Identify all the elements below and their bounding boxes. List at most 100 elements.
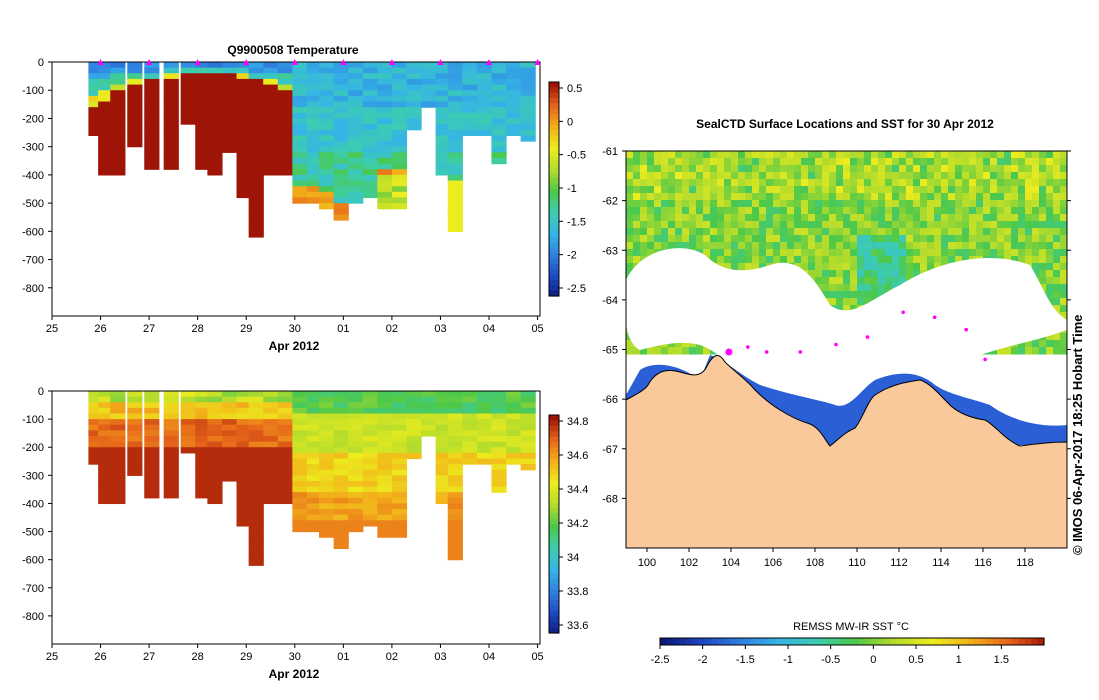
heatmap-cell	[221, 95, 238, 103]
profile-marker	[534, 59, 541, 65]
sst-cell	[1060, 270, 1067, 278]
sst-cell	[857, 172, 865, 180]
sst-cell	[899, 165, 907, 173]
sst-cell	[689, 347, 697, 355]
heatmap-cell	[98, 107, 114, 114]
heatmap-cell	[476, 391, 493, 398]
heatmap-cell	[447, 124, 463, 131]
sst-colorbar-tick-label: 1	[956, 654, 962, 666]
heatmap-cell	[88, 391, 104, 398]
heatmap-cell	[319, 152, 335, 159]
sst-cell	[885, 277, 893, 285]
heatmap-cell	[98, 464, 114, 471]
sst-cell	[717, 221, 725, 229]
heatmap-cell	[306, 146, 323, 153]
heatmap-cell	[98, 396, 114, 403]
sst-cell	[990, 228, 998, 236]
sst-cell	[661, 214, 669, 222]
sst-cell	[1039, 158, 1047, 166]
sst-cell	[1011, 200, 1019, 208]
sst-cell	[661, 179, 669, 187]
heatmap-cell	[306, 62, 323, 69]
sst-colorbar-swatch	[986, 638, 994, 645]
heatmap-cell	[348, 174, 364, 182]
heatmap-cell	[263, 441, 279, 448]
heatmap-cell	[391, 469, 408, 476]
sst-colorbar-swatch	[1018, 638, 1026, 645]
sst-cell	[920, 165, 928, 173]
heatmap-cell	[163, 402, 179, 409]
heatmap-cell	[163, 435, 179, 443]
heatmap-cell	[377, 469, 393, 476]
heatmap-cell	[236, 520, 252, 527]
sst-cell	[766, 249, 774, 257]
sst-cell	[801, 221, 809, 229]
temperature-title: Q9900508 Temperature	[227, 43, 359, 57]
sst-cell	[647, 235, 655, 243]
sst-colorbar-swatch	[890, 638, 898, 645]
heatmap-cell	[221, 407, 238, 415]
sst-cell	[710, 193, 718, 201]
heatmap-cell	[306, 107, 323, 114]
heatmap-cell	[333, 214, 349, 221]
sst-cell	[1053, 221, 1061, 229]
heatmap-cell	[98, 402, 114, 409]
sst-cell	[794, 165, 802, 173]
heatmap-cell	[248, 67, 264, 74]
sst-cell	[857, 179, 865, 187]
sst-cell	[920, 242, 928, 250]
sst-cell	[752, 221, 760, 229]
heatmap-cell	[391, 514, 408, 521]
heatmap-cell	[491, 135, 507, 142]
heatmap-cell	[248, 135, 264, 142]
heatmap-cell	[195, 480, 211, 488]
colorbar-swatch	[549, 480, 559, 487]
temperature-xtick-label: 30	[289, 323, 301, 335]
heatmap-cell	[306, 90, 323, 97]
heatmap-cell	[292, 186, 308, 193]
heatmap-cell	[348, 469, 364, 476]
sst-cell	[1053, 277, 1061, 285]
sst-cell	[1053, 305, 1061, 313]
heatmap-cell	[476, 107, 493, 114]
heatmap-cell	[207, 402, 223, 409]
sst-cell	[794, 158, 802, 166]
sst-cell	[934, 263, 942, 271]
heatmap-cell	[248, 542, 264, 550]
heatmap-cell	[447, 73, 463, 80]
heatmap-cell	[263, 101, 279, 108]
heatmap-cell	[421, 407, 437, 415]
sst-cell	[766, 151, 774, 159]
heatmap-cell	[348, 430, 364, 437]
sst-cell	[626, 179, 634, 187]
sst-cell	[843, 214, 851, 222]
sst-cell	[675, 242, 683, 250]
sst-cell	[899, 200, 907, 208]
sst-colorbar-swatch	[736, 638, 744, 645]
colorbar-swatch	[549, 82, 559, 88]
sst-cell	[983, 221, 991, 229]
heatmap-cell	[520, 84, 536, 91]
heatmap-cell	[421, 424, 437, 431]
sst-cell	[836, 165, 844, 173]
sst-cell	[675, 165, 683, 173]
sst-cell	[822, 165, 830, 173]
colorbar-tick-label: -1	[567, 183, 577, 195]
sst-colorbar-swatch	[941, 638, 949, 645]
heatmap-cell	[207, 424, 223, 431]
sst-cell	[843, 242, 851, 250]
heatmap-cell	[377, 520, 393, 527]
sst-cell	[808, 186, 816, 194]
sst-cell	[801, 263, 809, 271]
heatmap-cell	[163, 452, 179, 460]
heatmap-cell	[447, 174, 463, 182]
sst-cell	[997, 200, 1005, 208]
heatmap-cell	[127, 396, 143, 403]
sst-cell	[976, 172, 984, 180]
heatmap-cell	[476, 118, 493, 125]
salinity-heatmap	[88, 391, 536, 566]
heatmap-cell	[348, 435, 364, 443]
salinity-xtick-label: 05	[531, 651, 543, 663]
sst-cell	[626, 186, 634, 194]
